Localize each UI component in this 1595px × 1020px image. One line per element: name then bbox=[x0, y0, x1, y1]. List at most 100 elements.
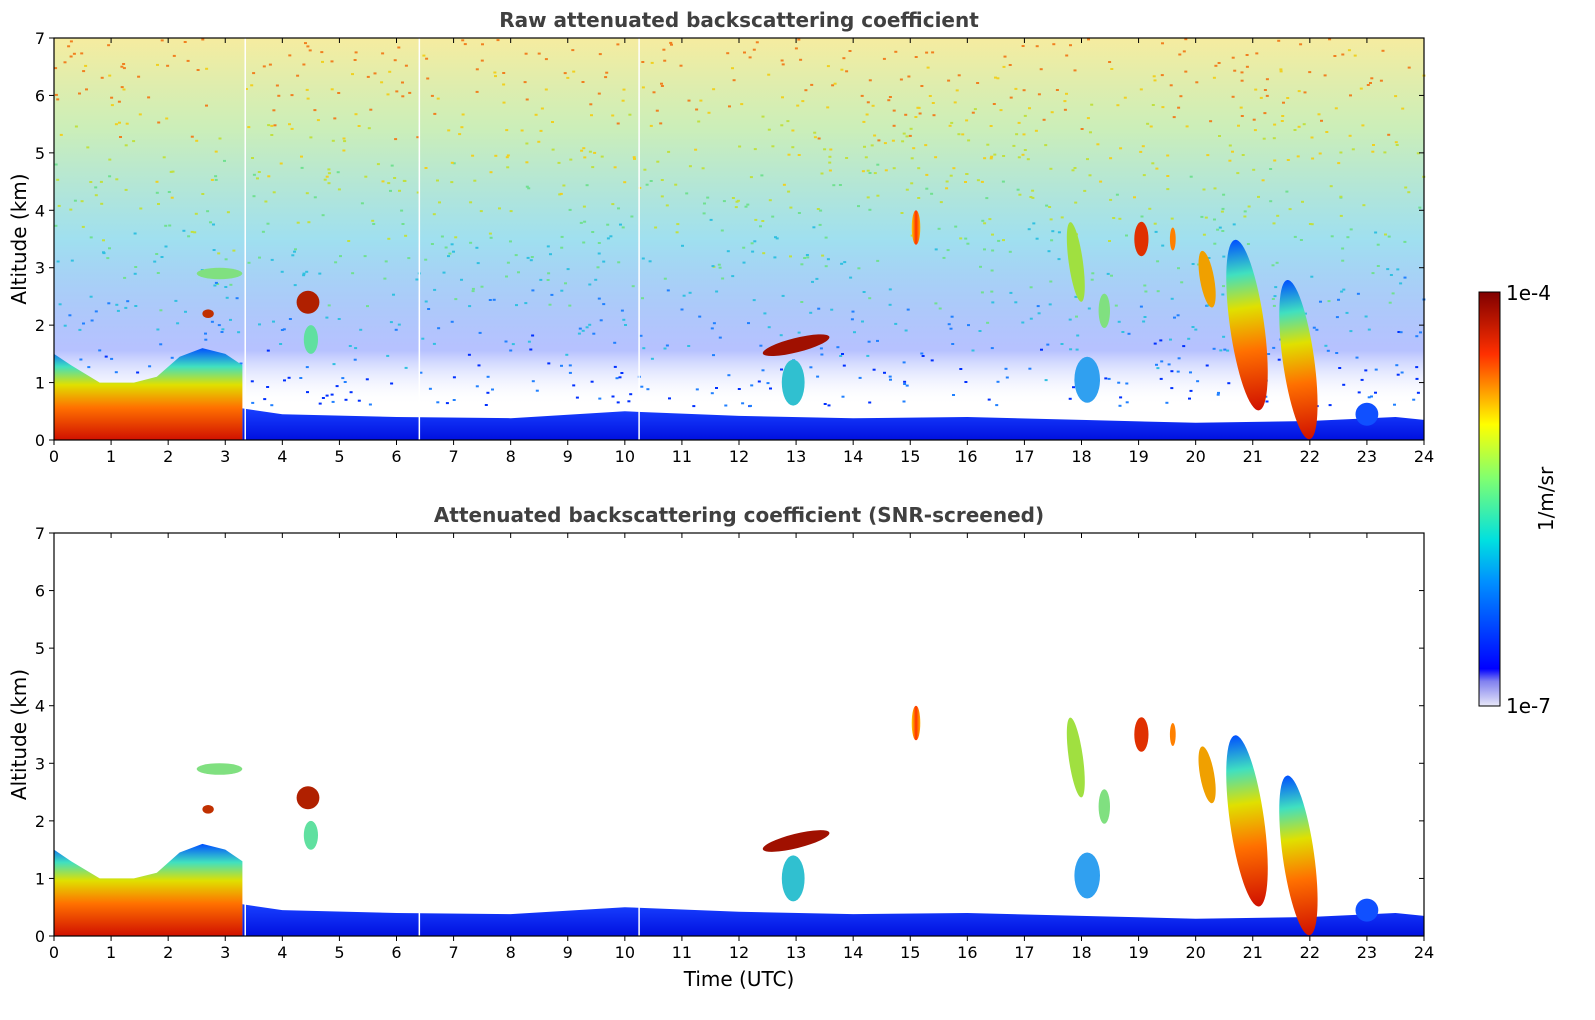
x-tick-label: 3 bbox=[220, 447, 230, 466]
cloud-feature bbox=[1198, 250, 1216, 308]
x-tick-label: 14 bbox=[843, 447, 863, 466]
x-tick-label: 2 bbox=[163, 943, 173, 962]
cloud-feature bbox=[1074, 852, 1100, 899]
cloud-feature bbox=[1226, 735, 1268, 907]
y-tick-label: 7 bbox=[35, 29, 45, 48]
x-tick-label: 21 bbox=[1243, 447, 1263, 466]
y-tick-label: 0 bbox=[35, 927, 45, 946]
x-tick-label: 22 bbox=[1300, 943, 1320, 962]
cloud-feature bbox=[1279, 775, 1318, 936]
cloud-feature bbox=[1355, 402, 1379, 426]
cloud-feature bbox=[202, 805, 214, 814]
residual-layer-plume bbox=[54, 843, 243, 936]
y-tick-label: 1 bbox=[35, 869, 45, 888]
x-tick-label: 23 bbox=[1357, 943, 1377, 962]
y-tick-label: 7 bbox=[35, 524, 45, 543]
x-tick-label: 18 bbox=[1071, 447, 1091, 466]
x-tick-label: 7 bbox=[448, 447, 458, 466]
plot-area bbox=[54, 533, 1424, 936]
noise-speckle bbox=[54, 38, 1426, 408]
colorbar-unit-label: 1/m/sr bbox=[1534, 466, 1558, 531]
x-tick-label: 10 bbox=[615, 943, 635, 962]
x-tick-label: 2 bbox=[163, 447, 173, 466]
y-tick-label: 1 bbox=[35, 374, 45, 393]
x-tick-label: 12 bbox=[729, 447, 749, 466]
panel-1: 0 1 2 3 4 5 6 7 8 9 10 11 12 13 14 15 16 17 18 19 20 21 22 23 24… bbox=[7, 8, 1434, 466]
x-tick-label: 5 bbox=[334, 447, 344, 466]
x-tick-label: 11 bbox=[672, 447, 692, 466]
colorbar-max-label: 1e-4 bbox=[1506, 281, 1551, 305]
x-tick-label: 7 bbox=[448, 943, 458, 962]
y-axis-label: Altitude (km) bbox=[7, 173, 31, 304]
x-tick-label: 1 bbox=[106, 447, 116, 466]
x-tick-label: 24 bbox=[1414, 943, 1434, 962]
cloud-feature bbox=[762, 830, 830, 852]
x-tick-label: 10 bbox=[615, 447, 635, 466]
x-tick-label: 19 bbox=[1128, 447, 1148, 466]
panel-title: Attenuated backscattering coefficient (S… bbox=[434, 503, 1044, 527]
x-tick-label: 17 bbox=[1014, 447, 1034, 466]
x-tick-label: 17 bbox=[1014, 943, 1034, 962]
y-tick-label: 5 bbox=[35, 639, 45, 658]
x-tick-label: 18 bbox=[1071, 943, 1091, 962]
cloud-feature bbox=[1355, 898, 1379, 922]
x-tick-label: 24 bbox=[1414, 447, 1434, 466]
y-tick-label: 3 bbox=[35, 259, 45, 278]
cloud-feature bbox=[303, 820, 318, 850]
y-tick-label: 2 bbox=[35, 812, 45, 831]
x-tick-label: 1 bbox=[106, 943, 116, 962]
x-tick-label: 8 bbox=[506, 447, 516, 466]
x-tick-label: 14 bbox=[843, 943, 863, 962]
colorbar: 1e-4 1e-7 1/m/sr bbox=[1478, 281, 1558, 718]
cloud-feature bbox=[911, 705, 921, 741]
x-tick-label: 5 bbox=[334, 943, 344, 962]
cloud-feature bbox=[196, 763, 243, 775]
cloud-feature bbox=[1226, 239, 1268, 411]
colorbar-min-label: 1e-7 bbox=[1506, 694, 1551, 718]
x-tick-label: 21 bbox=[1243, 943, 1263, 962]
y-axis-label: Altitude (km) bbox=[7, 669, 31, 800]
x-tick-label: 8 bbox=[506, 943, 516, 962]
x-tick-label: 23 bbox=[1357, 447, 1377, 466]
x-tick-label: 4 bbox=[277, 943, 287, 962]
boundary-layer-band bbox=[242, 904, 1424, 936]
x-tick-label: 11 bbox=[672, 943, 692, 962]
cloud-feature bbox=[1279, 279, 1318, 440]
y-tick-label: 5 bbox=[35, 144, 45, 163]
y-tick-label: 0 bbox=[35, 431, 45, 450]
x-tick-label: 0 bbox=[49, 943, 59, 962]
cloud-feature bbox=[1169, 723, 1176, 746]
x-tick-label: 12 bbox=[729, 943, 749, 962]
y-tick-label: 6 bbox=[35, 86, 45, 105]
cloud-feature bbox=[296, 786, 320, 810]
x-tick-label: 13 bbox=[786, 447, 806, 466]
x-tick-label: 9 bbox=[563, 447, 573, 466]
x-tick-label: 6 bbox=[391, 447, 401, 466]
y-tick-label: 4 bbox=[35, 697, 45, 716]
noise-field bbox=[54, 38, 1424, 406]
cloud-feature bbox=[1074, 356, 1100, 403]
cloud-feature bbox=[1198, 746, 1216, 804]
x-tick-label: 9 bbox=[563, 943, 573, 962]
x-tick-label: 15 bbox=[900, 447, 920, 466]
cloud-feature bbox=[1134, 221, 1149, 257]
y-tick-label: 6 bbox=[35, 582, 45, 601]
x-tick-label: 16 bbox=[957, 447, 977, 466]
cloud-feature bbox=[1134, 717, 1149, 752]
cloud-feature bbox=[303, 325, 318, 354]
panel-2: 0 1 2 3 4 5 6 7 8 9 10 11 12 13 14 15 16 17 18 19 20 21 22 23 24… bbox=[7, 503, 1434, 991]
cloud-feature bbox=[762, 334, 830, 357]
x-tick-label: 13 bbox=[786, 943, 806, 962]
cloud-feature bbox=[1169, 227, 1176, 251]
residual-layer-plume bbox=[54, 348, 243, 440]
x-tick-label: 4 bbox=[277, 447, 287, 466]
x-tick-label: 3 bbox=[220, 943, 230, 962]
x-tick-label: 15 bbox=[900, 943, 920, 962]
boundary-layer-band bbox=[242, 408, 1424, 440]
cloud-feature bbox=[911, 210, 921, 245]
x-tick-label: 20 bbox=[1185, 447, 1205, 466]
x-tick-label: 6 bbox=[391, 943, 401, 962]
cloud-feature bbox=[1098, 293, 1111, 328]
cloud-feature bbox=[1066, 222, 1085, 302]
cloud-feature bbox=[202, 309, 214, 319]
